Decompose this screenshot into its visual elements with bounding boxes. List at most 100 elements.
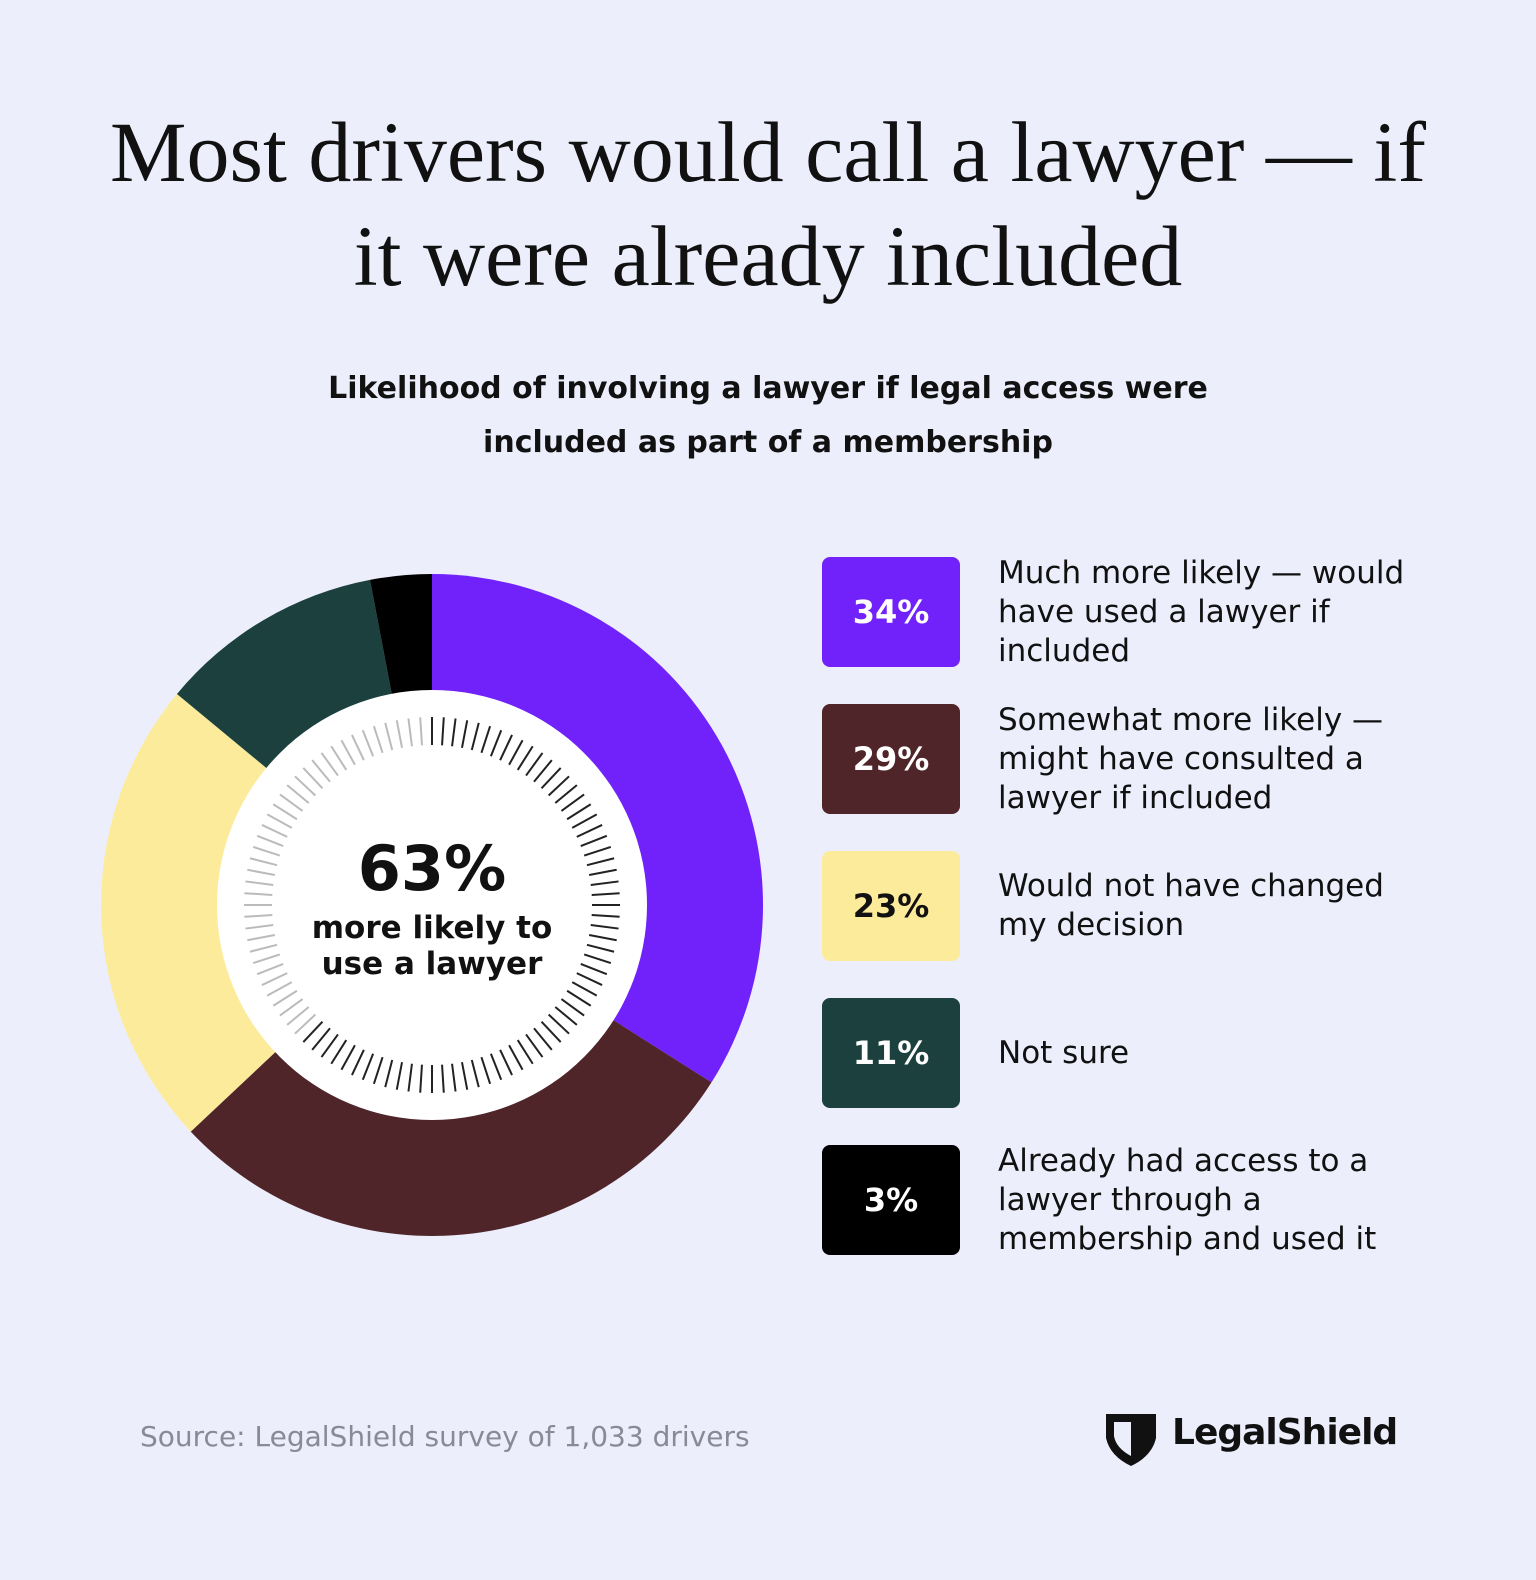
dial-tick: [302, 1020, 324, 1043]
dial-tick: [480, 1056, 492, 1085]
dial-tick: [351, 1049, 365, 1076]
dial-tick: [580, 962, 608, 976]
dial-tick: [311, 759, 331, 783]
dial-tick: [588, 868, 617, 877]
dial-tick: [261, 972, 288, 986]
chart-subtitle: Likelihood of involving a lawyer if lega…: [328, 371, 1208, 460]
center-value: 63%: [358, 832, 506, 905]
dial-tick: [286, 1006, 310, 1026]
dial-tick: [407, 718, 413, 747]
dial-tick: [252, 953, 281, 965]
dial-tick: [460, 720, 469, 749]
dial-tick: [554, 1006, 578, 1026]
dial-tick: [540, 1020, 562, 1043]
dial-tick: [470, 722, 480, 751]
dial-tick: [499, 1049, 513, 1076]
dial-tick: [489, 1053, 503, 1081]
brand-logo: [1106, 1414, 1156, 1466]
dial-tick: [508, 1044, 524, 1071]
dial-tick: [460, 1061, 469, 1090]
legend-swatch: 11%: [822, 998, 960, 1108]
dial-tick: [516, 1039, 534, 1065]
dial-tick: [252, 845, 281, 857]
dial-tick: [566, 803, 592, 821]
dial-tick: [361, 1053, 375, 1081]
center-text: more likely to use a lawyer: [311, 910, 553, 982]
dial-tick: [249, 857, 278, 867]
dial-tick: [351, 734, 365, 761]
chart-title: Most drivers would call a lawyer — if it…: [110, 104, 1426, 304]
dial-tick: [311, 1027, 331, 1051]
legend-swatch: 3%: [822, 1145, 960, 1255]
dial-tick: [340, 739, 356, 766]
dial-tick: [571, 981, 598, 997]
dial-tick: [272, 989, 298, 1007]
dial-tick: [547, 1013, 570, 1035]
dial-tick: [451, 718, 457, 747]
dial-tick: [489, 729, 503, 757]
dial-tick: [419, 1064, 423, 1093]
dial-tick: [330, 745, 348, 771]
dial-tick: [540, 767, 562, 790]
dial-tick: [244, 914, 273, 918]
dial-tick: [525, 752, 544, 777]
dial-tick: [580, 834, 608, 848]
dial-tick: [266, 813, 293, 829]
dial-tick: [470, 1059, 480, 1088]
dial-tick: [245, 880, 274, 886]
dial-tick: [533, 759, 553, 783]
dial-tick: [560, 998, 585, 1017]
legend-swatch: 29%: [822, 704, 960, 814]
dial-tick: [361, 729, 375, 757]
dial-tick: [588, 933, 617, 942]
dial-tick: [525, 1033, 544, 1058]
dial-tick: [533, 1027, 553, 1051]
dial-tick: [395, 1061, 404, 1090]
dial-tick: [566, 989, 592, 1007]
dial-tick: [554, 784, 578, 804]
dial-tick: [320, 752, 339, 777]
dial-tick: [508, 739, 524, 766]
center-text-box: more likely to use a lawyer: [311, 910, 553, 982]
dial-tick: [261, 824, 288, 838]
source-note: Source: LegalShield survey of 1,033 driv…: [140, 1420, 750, 1453]
dial-tick: [320, 1033, 339, 1058]
dial-tick: [294, 1013, 317, 1035]
dial-tick: [571, 813, 598, 829]
dial-tick: [244, 892, 273, 896]
dial-tick: [441, 717, 445, 746]
dial-tick: [591, 914, 620, 918]
legend-label: Already had access to a lawyer through a…: [998, 1142, 1377, 1257]
dial-tick: [586, 857, 615, 867]
brand-name: LegalShield: [1172, 1412, 1398, 1453]
dial-tick: [279, 793, 304, 812]
dial-tick: [499, 734, 513, 761]
donut-hole: [217, 690, 647, 1120]
legend-swatch: 23%: [822, 851, 960, 961]
dial-tick: [395, 720, 404, 749]
dial-tick: [583, 845, 612, 857]
dial-tick: [547, 775, 570, 797]
dial-tick: [583, 953, 612, 965]
dial-tick: [407, 1063, 413, 1092]
dial-tick: [249, 943, 278, 953]
dial-tick: [302, 767, 324, 790]
dial-tick: [591, 892, 620, 896]
dial-tick: [266, 981, 293, 997]
dial-tick: [419, 717, 423, 746]
dial-tick: [256, 962, 284, 976]
dial-tick: [286, 784, 310, 804]
dial-tick: [441, 1064, 445, 1093]
dial-tick: [451, 1063, 457, 1092]
legend-label: Somewhat more likely — might have consul…: [998, 701, 1384, 816]
dial-tick: [340, 1044, 356, 1071]
dial-tick: [576, 824, 603, 838]
dial-tick: [247, 933, 276, 942]
legend-label: Not sure: [998, 1034, 1130, 1071]
dial-tick: [256, 834, 284, 848]
dial-tick: [590, 880, 619, 886]
dial-tick: [245, 924, 274, 930]
dial-tick: [384, 1059, 394, 1088]
